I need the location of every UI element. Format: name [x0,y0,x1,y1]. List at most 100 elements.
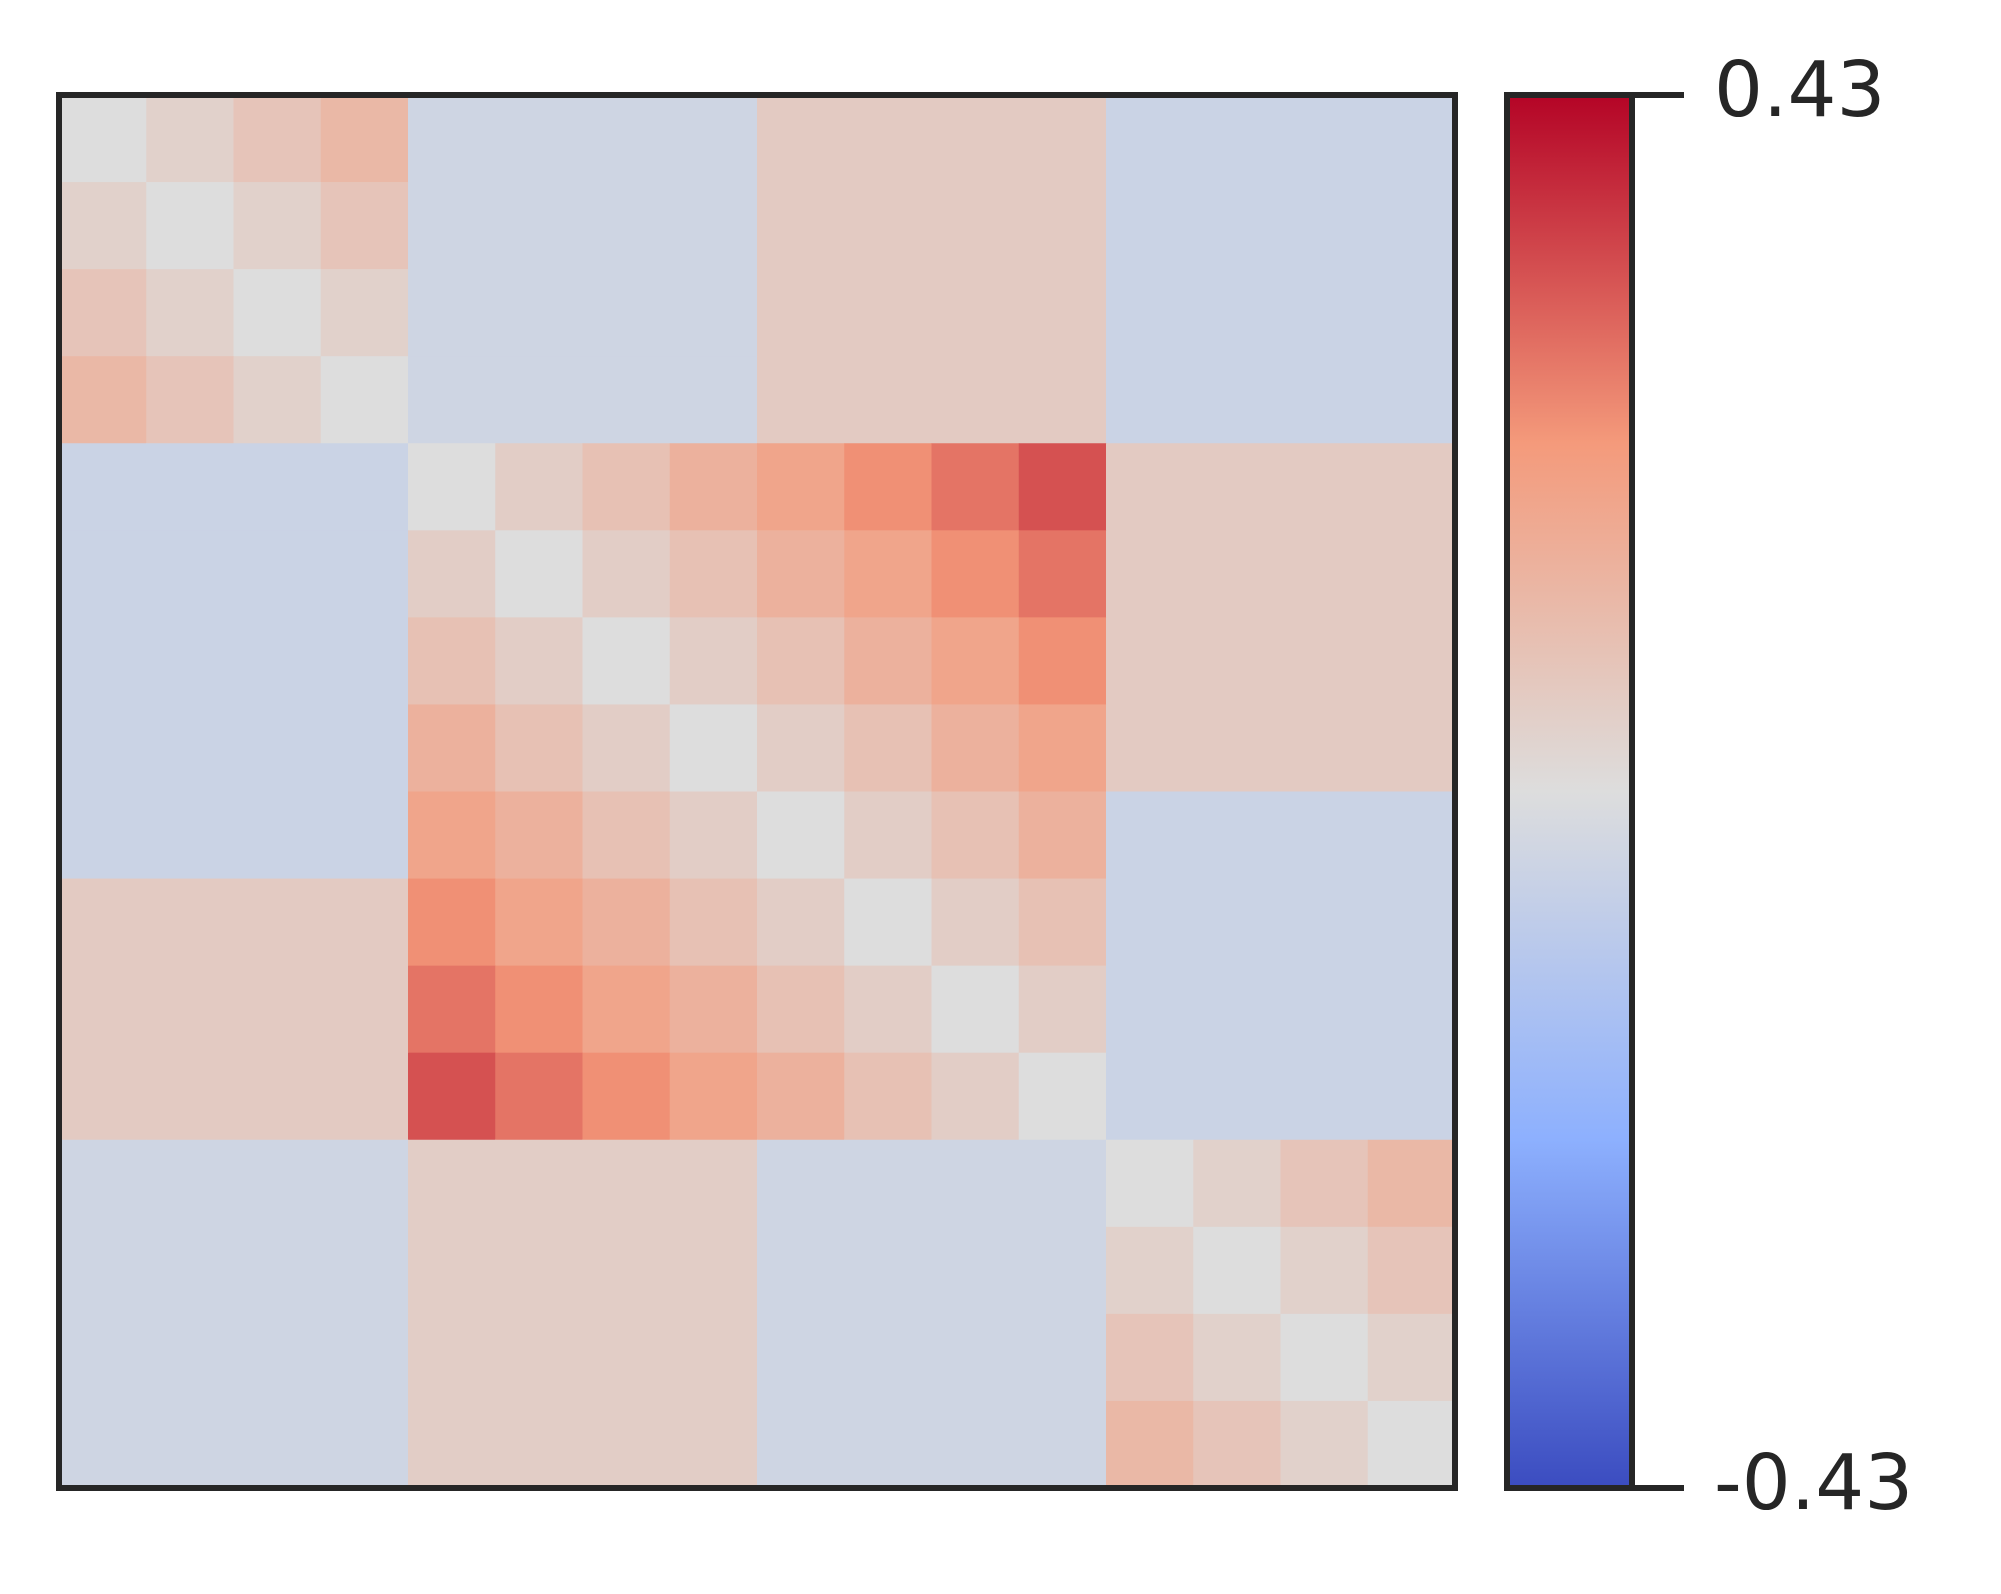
heatmap-cell [931,617,1020,706]
heatmap-cell [669,704,758,793]
heatmap-cell [408,878,496,967]
heatmap-cell [320,269,409,357]
heatmap-cell [408,1139,496,1228]
heatmap-cell [233,530,322,618]
heatmap-cell [931,1052,1020,1141]
heatmap-cell [146,269,235,357]
heatmap-cell [59,1139,147,1228]
heatmap-cell [495,269,584,357]
heatmap-cell [408,1400,496,1489]
heatmap-cell [1193,269,1282,357]
heatmap-cell [844,1400,933,1489]
heatmap-cell [1193,182,1282,270]
heatmap-cell [931,1313,1020,1402]
heatmap-cell [1193,356,1282,444]
heatmap-cell [495,443,584,531]
heatmap-cell [1280,791,1369,880]
heatmap-cell [1280,704,1369,793]
heatmap-cell [1280,95,1369,183]
heatmap-cell [59,95,147,183]
heatmap-cell [844,878,933,967]
heatmap-cell [931,1400,1020,1489]
heatmap-cell [1106,356,1194,444]
heatmap-cell [844,1226,933,1315]
heatmap-cell [669,530,758,618]
heatmap-cell [320,878,409,967]
heatmap-cell [1018,617,1107,706]
heatmap-cell [1018,1313,1107,1402]
heatmap-cell [1106,182,1194,270]
heatmap-cell [1106,95,1194,183]
heatmap-cell [582,1226,671,1315]
heatmap-cell [1367,791,1456,880]
heatmap-cell [669,1400,758,1489]
heatmap-cell [1106,1313,1194,1402]
heatmap-cell [233,95,322,183]
heatmap-cell [1193,617,1282,706]
heatmap-cell [408,269,496,357]
heatmap-cell [408,356,496,444]
heatmap-cell [1018,269,1107,357]
heatmap-cell [1193,1313,1282,1402]
heatmap-cell [757,182,845,270]
heatmap-cell [495,617,584,706]
heatmap-cell [1280,1139,1369,1228]
heatmap-cell [757,269,845,357]
heatmap-cell [233,269,322,357]
heatmap-cell [1367,1313,1456,1402]
heatmap-cell [408,791,496,880]
heatmap-cell [757,443,845,531]
heatmap-cell [844,791,933,880]
heatmap-cell [844,704,933,793]
heatmap-cell [146,1400,235,1489]
heatmap-cell [1193,95,1282,183]
heatmap-cell [1367,443,1456,531]
heatmap-cell [1106,269,1194,357]
heatmap-cell [1367,269,1456,357]
heatmap-cell [669,182,758,270]
heatmap-cell [146,95,235,183]
heatmap-cell [1280,1226,1369,1315]
heatmap-cell [146,617,235,706]
heatmap-cell [1106,1400,1194,1489]
heatmap-cell [495,530,584,618]
heatmap-cell [669,269,758,357]
heatmap-cell [669,791,758,880]
heatmap-cell [582,617,671,706]
heatmap-cell [931,791,1020,880]
heatmap-cell [1106,791,1194,880]
heatmap-cell [59,704,147,793]
heatmap-cell [931,182,1020,270]
heatmap-cell [1193,530,1282,618]
heatmap-cell [1018,704,1107,793]
heatmap-cell [495,1400,584,1489]
colorbar-tick-label: 0.43 [1714,46,1885,135]
heatmap-cell [1193,965,1282,1054]
heatmap-cell [320,1400,409,1489]
heatmap-cell [1106,965,1194,1054]
heatmap-cell [1193,1139,1282,1228]
heatmap-cell [582,356,671,444]
heatmap-cell [495,182,584,270]
heatmap-cell [495,704,584,793]
heatmap-cell [844,269,933,357]
heatmap-cell [1018,878,1107,967]
heatmap-cell [757,791,845,880]
heatmap-cell [844,617,933,706]
heatmap-cell [320,530,409,618]
heatmap-cell [1367,617,1456,706]
heatmap-cell [1367,182,1456,270]
heatmap-cell [931,1226,1020,1315]
heatmap-cell [233,1139,322,1228]
heatmap-cell [757,1052,845,1141]
heatmap-cell [844,182,933,270]
heatmap-cell [408,95,496,183]
heatmap-cell [757,1400,845,1489]
heatmap-cell [1193,1052,1282,1141]
heatmap-cell [582,182,671,270]
heatmap-cell [1367,878,1456,967]
heatmap-cell [1367,1400,1456,1489]
heatmap-cell [1106,1052,1194,1141]
heatmap-cell [1106,704,1194,793]
